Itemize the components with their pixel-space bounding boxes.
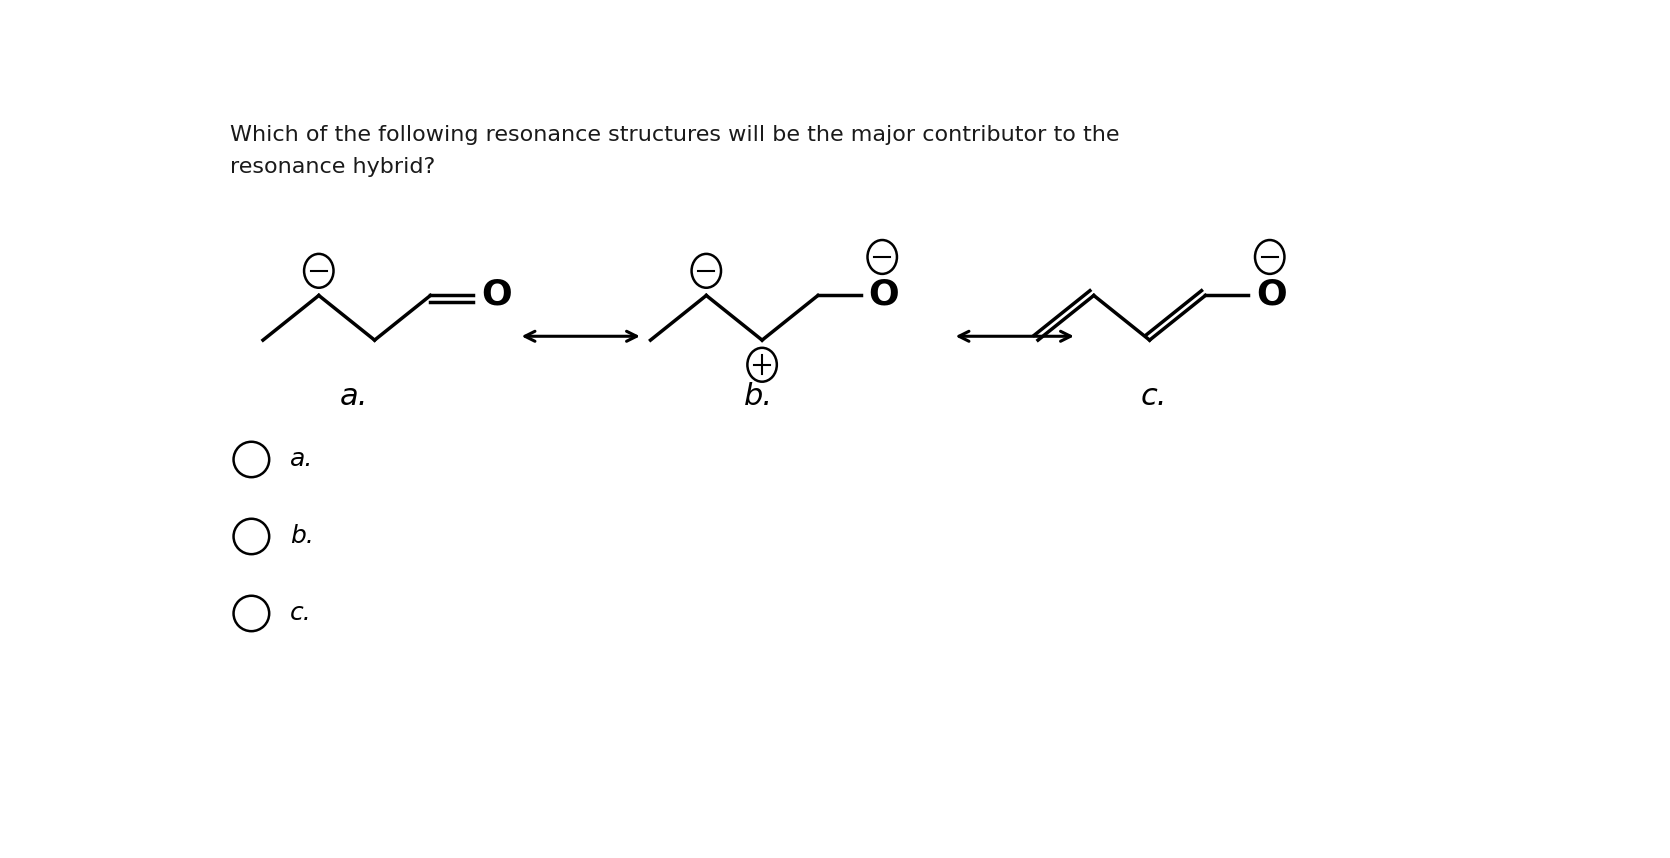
Text: Which of the following resonance structures will be the major contributor to the: Which of the following resonance structu… (230, 124, 1121, 144)
Text: a.: a. (341, 383, 369, 412)
Text: c.: c. (1141, 383, 1167, 412)
Text: c.: c. (291, 601, 312, 625)
Text: resonance hybrid?: resonance hybrid? (230, 157, 436, 177)
Text: b.: b. (745, 383, 773, 412)
Text: O: O (868, 278, 898, 311)
Text: O: O (1256, 278, 1286, 311)
Text: O: O (481, 278, 511, 311)
Text: a.: a. (291, 448, 314, 471)
Text: b.: b. (291, 524, 314, 548)
